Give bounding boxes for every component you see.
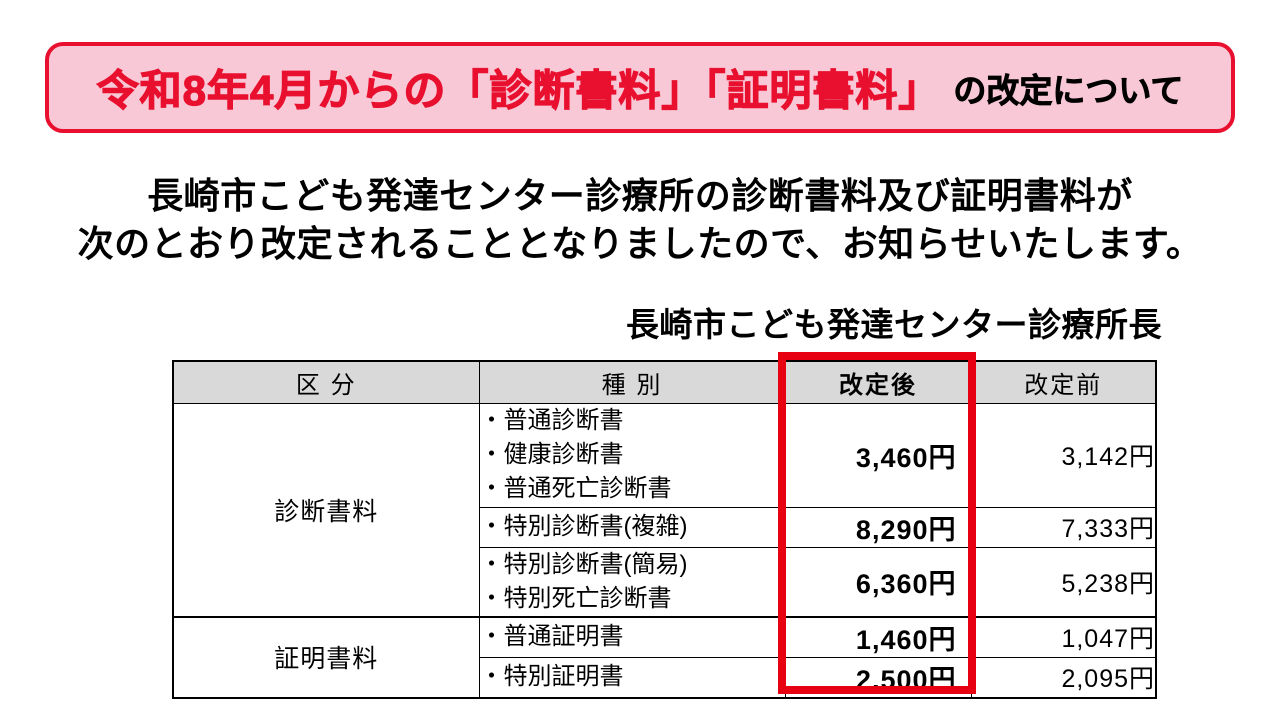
table-row: 証明書料 ・普通証明書 1,460円 1,047円 [172,615,1157,698]
header-category: 区 分 [172,360,480,404]
category-cell-certificate: 証明書料 [172,615,480,698]
title-banner: 令和8年4月からの「診断書料」「証明書料」 の改定について [45,42,1235,133]
type-item: ・特別死亡診断書 [479,584,672,612]
price-after-cell: 6,360円 [784,546,972,617]
type-item: ・特別診断書(複雑) [479,513,688,540]
table-header-row: 区 分 種 別 改定後 改定前 [172,360,1157,404]
price-before-cell: 2,095円 [970,656,1157,698]
price-after-cell: 3,460円 [784,402,972,508]
header-type: 種 別 [478,360,786,404]
table-row: 診断書料 ・普通診断書 ・健康診断書 ・普通死亡診断書 3,460円 3,142… [172,402,1157,617]
type-item: ・普通診断書 [479,407,624,434]
type-cell: ・普通診断書 ・健康診断書 ・普通死亡診断書 [478,402,786,508]
price-before-cell: 7,333円 [970,506,1157,548]
signature-line: 長崎市こども発達センター診療所長 [626,306,1162,343]
table-row: ・特別診断書(複雑) 8,290円 7,333円 [173,506,1157,548]
table-row: ・特別証明書 2,500円 2,095円 [173,656,1157,698]
price-before-cell: 5,238円 [970,546,1157,617]
price-before-cell: 1,047円 [970,615,1157,658]
price-after-cell: 1,460円 [784,615,972,658]
fee-table: 区 分 種 別 改定後 改定前 診断書料 ・普通診断書 ・健康診断書 ・普通死亡… [172,360,1157,699]
price-after-cell: 2,500円 [784,656,972,698]
type-item: ・普通死亡診断書 [479,475,672,502]
type-item: ・特別証明書 [479,663,624,690]
header-before: 改定前 [970,360,1157,404]
header-after: 改定後 [784,360,972,404]
title-black-text: の改定について [953,71,1184,109]
category-cell-diagnosis: 診断書料 [172,402,480,617]
type-item: ・特別診断書(簡易) [479,550,688,578]
type-item: ・健康診断書 [479,441,624,468]
intro-line-2: 次のとおり改定されることとなりましたので、お知らせいたします。 [77,223,1203,264]
title-red-text: 令和8年4月からの「診断書料」「証明書料」 [96,66,942,114]
intro-paragraph: 長崎市こども発達センター診療所の診断書料及び証明書料が 次のとおり改定されること… [0,172,1280,268]
type-cell: ・特別診断書(複雑) [478,506,786,548]
type-cell: ・普通証明書 [478,615,786,658]
price-before-cell: 3,142円 [970,402,1157,508]
type-cell: ・特別証明書 [478,656,786,698]
type-cell: ・特別診断書(簡易) ・特別死亡診断書 [478,546,786,617]
fee-table-wrap: 区 分 種 別 改定後 改定前 診断書料 ・普通診断書 ・健康診断書 ・普通死亡… [172,352,1157,699]
type-item: ・普通証明書 [479,623,624,650]
price-after-cell: 8,290円 [784,506,972,548]
intro-line-1: 長崎市こども発達センター診療所の診断書料及び証明書料が [147,175,1133,216]
